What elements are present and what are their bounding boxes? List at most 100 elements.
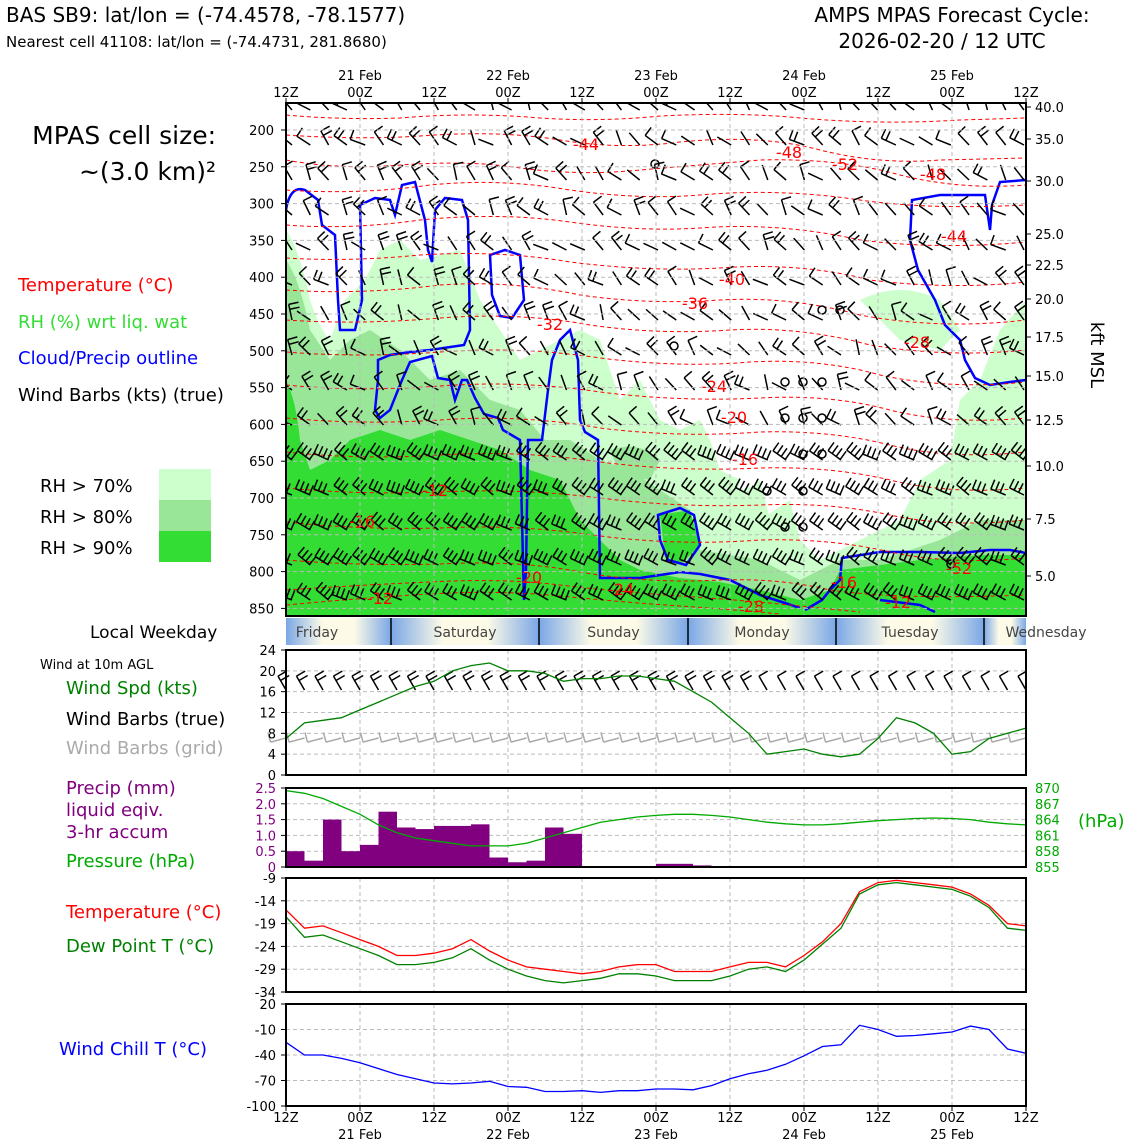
xsec-barb-feather — [837, 305, 847, 311]
grid-wind-barb — [362, 737, 379, 743]
xsec-barb-feather — [990, 514, 995, 525]
xsec-barb-feather — [446, 550, 454, 560]
xsec-barb — [500, 167, 513, 181]
xsec-barb — [918, 205, 933, 216]
xsec-barb-feather — [646, 336, 655, 345]
xsec-barb-feather — [661, 513, 668, 523]
xsec-barb-feather — [304, 587, 312, 598]
xsec-barb — [647, 201, 659, 216]
xsec-barb-feather — [886, 515, 894, 525]
xsec-barb-feather — [356, 199, 365, 209]
xsec-barb-feather — [863, 582, 871, 592]
xsec-barb-feather — [775, 480, 783, 490]
height-tick-label: 7.5 — [1035, 513, 1056, 528]
top-date-label: 23 Feb — [634, 69, 678, 84]
wind-barb-feather — [425, 670, 436, 677]
legend-temperature: Temperature (°C) — [17, 275, 173, 296]
xsec-barb-feather — [336, 375, 344, 385]
xsec-barb-feather — [300, 515, 307, 525]
xsec-barb-feather — [429, 335, 440, 342]
xsec-barb-feather — [725, 448, 731, 458]
xsec-barb — [778, 103, 787, 111]
wind-barb-feather — [943, 670, 954, 677]
xsec-barb-feather — [991, 442, 998, 452]
xsec-barb-feather — [711, 520, 719, 530]
wind-barb-feather — [317, 674, 327, 682]
xsec-barb — [376, 164, 385, 181]
xsec-barb — [681, 449, 696, 461]
xsec-barb — [811, 377, 824, 391]
xsec-barb — [683, 377, 696, 391]
xsec-barb-feather — [487, 448, 493, 458]
pressure-tick-label: 300 — [249, 198, 274, 213]
xsec-barb — [624, 558, 640, 566]
xsec-barb-feather — [464, 551, 470, 562]
xsec-barb-feather — [569, 548, 576, 559]
xsec-barb-feather — [940, 410, 947, 421]
xsec-barb-feather — [701, 370, 711, 379]
xsec-barb — [608, 589, 622, 601]
xsec-barb — [588, 382, 604, 391]
xsec-barb — [884, 238, 897, 251]
xsec-barb-feather — [862, 444, 868, 455]
xsec-barb-feather — [1010, 441, 1019, 451]
xsec-barb-feather — [781, 196, 792, 201]
xsec-barb-feather — [550, 584, 556, 595]
xsec-barb-feather — [857, 485, 865, 495]
xsec-barb-feather — [855, 410, 866, 416]
xsec-barb-feather — [1010, 547, 1018, 556]
xsec-barb-feather — [989, 199, 995, 210]
temperature-panel: -9-14-19-24-29-34 — [255, 872, 1027, 1001]
xsec-barb-feather — [583, 520, 591, 530]
xsec-barb — [972, 591, 988, 601]
xsec-barb-feather — [451, 552, 458, 563]
xsec-barb-feather — [468, 588, 475, 598]
xsec-barb — [754, 589, 769, 601]
xsec-barb-feather — [985, 590, 992, 600]
xsec-barb — [902, 167, 915, 181]
wind-barb-feather — [335, 674, 346, 682]
xsec-barb-feather — [409, 480, 416, 491]
xsec-barb-feather — [459, 444, 465, 455]
xsec-barb-feather — [1008, 514, 1014, 525]
cell-subtitle: Nearest cell 41108: lat/lon = (-74.4731,… — [6, 33, 387, 51]
xsec-barb-feather — [301, 339, 310, 348]
top-hour-label: 00Z — [791, 86, 817, 101]
temperature-series — [285, 879, 1027, 975]
windchill-label: Wind Chill T (°C) — [59, 1039, 207, 1060]
xsec-barb-feather — [900, 476, 909, 486]
xsec-barb-feather — [718, 161, 726, 171]
xsec-barb-feather — [443, 476, 452, 486]
xsec-barb-feather — [958, 445, 965, 456]
xsec-barb — [937, 449, 952, 461]
windchill-line — [285, 1024, 1027, 1094]
xsec-barb-feather — [701, 446, 707, 457]
xsec-barb-feather — [973, 407, 981, 417]
xsec-barb — [518, 342, 531, 356]
xsec-barb — [705, 103, 714, 111]
xsec-barb-feather — [424, 477, 432, 486]
xsec-barb — [699, 520, 714, 531]
wind-barb-feather — [388, 670, 399, 677]
xsec-barb-feather — [377, 447, 385, 458]
xsec-barb-feather — [927, 406, 938, 411]
top-hour-label: 12Z — [421, 86, 447, 101]
pressure-tick-label: 750 — [249, 529, 274, 544]
xsec-barb — [648, 103, 659, 111]
xsec-barb-feather — [447, 91, 455, 97]
grid-wind-barb-feather — [507, 732, 512, 743]
xsec-barb — [616, 374, 623, 391]
xsec-barb-feather — [552, 547, 559, 557]
xsec-barb — [571, 520, 586, 531]
precip-label-1: Precip (mm) — [66, 778, 176, 799]
xsec-barb-feather — [579, 517, 587, 527]
xsec-barb-feather — [290, 590, 296, 600]
xsec-barb-feather — [305, 161, 316, 166]
top-date-label: 22 Feb — [486, 69, 530, 84]
xsec-barb-feather — [1017, 588, 1024, 598]
xsec-barb — [780, 199, 787, 216]
xsec-barb — [443, 520, 458, 531]
xsec-barb — [480, 484, 494, 496]
xsec-barb-feather — [532, 479, 539, 490]
xsec-barb-feather — [509, 485, 515, 495]
